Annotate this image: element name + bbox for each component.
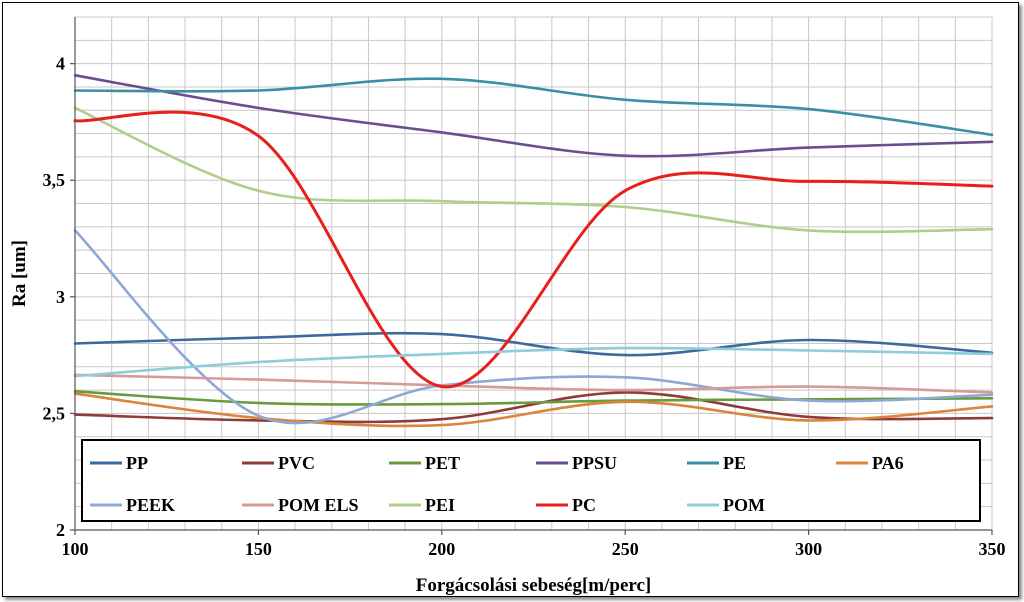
legend-label-pe: PE [723, 453, 746, 473]
series-line-pet [73, 390, 994, 406]
legend: PP PVC PET PPSU PE PA6 PEEK POM ELS PEI PC POM [81, 439, 981, 522]
series-layer [73, 74, 994, 428]
series-line-pc [73, 110, 994, 389]
x-tick-label: 100 [62, 539, 89, 559]
series-line-pe [73, 77, 994, 137]
legend-box [81, 439, 981, 522]
legend-label-pom: POM [723, 495, 765, 515]
x-tick-label: 250 [612, 539, 639, 559]
series-line-pa6 [73, 392, 994, 428]
legend-label-peek: PEEK [126, 495, 175, 515]
x-axis-title: Forgácsolási sebeség[m/perc] [416, 575, 652, 596]
x-tick-label: 200 [428, 539, 455, 559]
x-tick-label: 300 [795, 539, 822, 559]
legend-label-pet: PET [425, 453, 460, 473]
axes: 2 2,5 3 3,5 4 100 150 200 250 300 350 [43, 17, 1006, 559]
y-axis-title: Ra [um] [9, 240, 30, 307]
legend-label-pc: PC [572, 495, 596, 515]
series-line-pei [73, 106, 994, 234]
series-line-ppsu [73, 74, 994, 158]
legend-label-pom-els: POM ELS [278, 495, 359, 515]
y-tick-label: 3,5 [43, 170, 66, 190]
y-tick-label: 2 [56, 520, 65, 540]
y-tick-label: 4 [56, 54, 65, 74]
series-line-pom [73, 346, 994, 378]
axis-labels: Ra [um] Forgácsolási sebeség[m/perc] [9, 240, 651, 596]
legend-label-pei: PEI [425, 495, 455, 515]
x-tick-label: 350 [979, 539, 1006, 559]
legend-label-pvc: PVC [278, 453, 315, 473]
y-tick-label: 3 [56, 287, 65, 307]
series-line-pom-els [73, 373, 994, 394]
x-tick-label: 150 [245, 539, 272, 559]
legend-label-ppsu: PPSU [572, 453, 617, 473]
series-line-pvc [73, 391, 994, 424]
series-line-peek [73, 229, 994, 425]
legend-label-pa6: PA6 [872, 453, 904, 473]
y-tick-label: 2,5 [43, 403, 66, 423]
legend-label-pp: PP [126, 453, 148, 473]
series-line-pp [73, 331, 994, 357]
